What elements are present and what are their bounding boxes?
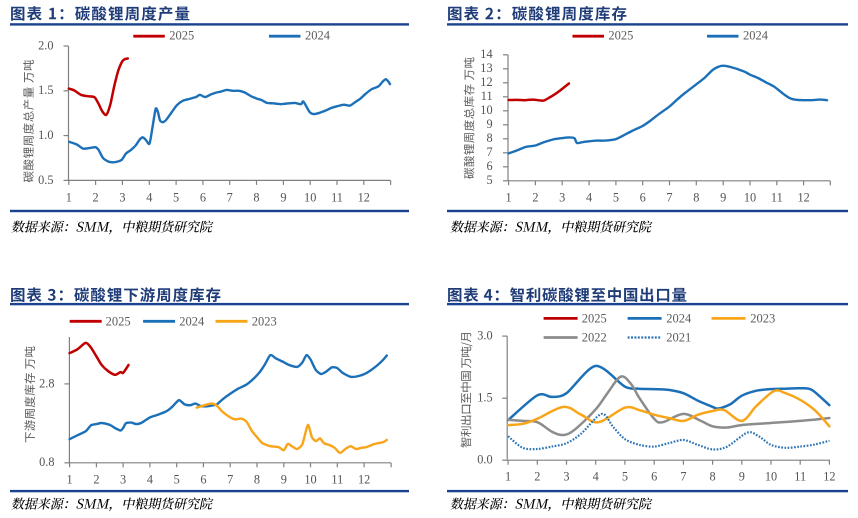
- svg-text:5: 5: [613, 190, 619, 204]
- svg-text:1: 1: [506, 190, 512, 204]
- svg-text:8: 8: [253, 190, 259, 204]
- svg-text:8: 8: [486, 131, 492, 145]
- svg-text:3: 3: [563, 469, 569, 483]
- svg-text:3.0: 3.0: [477, 329, 492, 343]
- svg-text:4: 4: [146, 190, 152, 204]
- svg-text:0.8: 0.8: [39, 455, 54, 469]
- svg-text:4: 4: [593, 469, 599, 483]
- svg-text:5: 5: [622, 469, 628, 483]
- svg-text:5: 5: [173, 190, 179, 204]
- svg-text:7: 7: [666, 190, 672, 204]
- svg-text:2024: 2024: [179, 314, 205, 328]
- svg-text:12: 12: [358, 472, 370, 486]
- svg-text:8: 8: [693, 190, 699, 204]
- svg-text:1: 1: [505, 469, 511, 483]
- svg-text:0.5: 0.5: [38, 173, 53, 187]
- svg-text:1: 1: [67, 472, 73, 486]
- svg-text:12: 12: [480, 75, 492, 89]
- svg-text:2025: 2025: [608, 29, 633, 43]
- svg-text:2: 2: [532, 190, 538, 204]
- svg-text:10: 10: [765, 469, 777, 483]
- svg-text:2024: 2024: [666, 312, 692, 326]
- svg-text:2: 2: [93, 472, 99, 486]
- svg-text:2024: 2024: [305, 29, 331, 43]
- svg-text:9: 9: [280, 190, 286, 204]
- svg-text:2025: 2025: [169, 29, 194, 43]
- svg-text:2025: 2025: [106, 314, 131, 328]
- svg-text:4: 4: [586, 190, 592, 204]
- svg-text:11: 11: [794, 469, 806, 483]
- svg-text:2024: 2024: [743, 29, 769, 43]
- svg-text:8: 8: [710, 469, 716, 483]
- svg-text:0.0: 0.0: [477, 453, 492, 467]
- svg-text:2.0: 2.0: [38, 38, 53, 52]
- svg-text:11: 11: [481, 89, 493, 103]
- svg-text:2: 2: [93, 190, 99, 204]
- svg-text:13: 13: [480, 61, 492, 75]
- svg-text:1: 1: [66, 190, 72, 204]
- svg-text:14: 14: [480, 47, 492, 61]
- svg-text:2022: 2022: [582, 331, 607, 345]
- svg-text:9: 9: [739, 469, 745, 483]
- svg-text:9: 9: [281, 472, 287, 486]
- svg-text:10: 10: [304, 190, 316, 204]
- svg-text:11: 11: [331, 190, 343, 204]
- svg-text:7: 7: [227, 472, 233, 486]
- svg-text:9: 9: [720, 190, 726, 204]
- svg-text:3: 3: [120, 472, 126, 486]
- svg-text:1.5: 1.5: [38, 83, 53, 97]
- svg-text:2023: 2023: [750, 312, 775, 326]
- svg-text:2.8: 2.8: [39, 376, 54, 390]
- svg-text:10: 10: [304, 472, 316, 486]
- svg-text:5: 5: [486, 173, 492, 187]
- svg-text:11: 11: [771, 190, 783, 204]
- svg-text:3: 3: [559, 190, 565, 204]
- svg-text:6: 6: [486, 159, 492, 173]
- svg-text:6: 6: [651, 469, 657, 483]
- svg-text:6: 6: [200, 190, 206, 204]
- svg-text:7: 7: [227, 190, 233, 204]
- svg-text:2: 2: [534, 469, 540, 483]
- svg-text:2023: 2023: [252, 314, 277, 328]
- svg-text:7: 7: [680, 469, 686, 483]
- svg-text:8: 8: [254, 472, 260, 486]
- svg-text:7: 7: [486, 145, 492, 159]
- svg-text:3: 3: [119, 190, 125, 204]
- svg-text:11: 11: [331, 472, 343, 486]
- svg-text:6: 6: [640, 190, 646, 204]
- svg-text:9: 9: [486, 117, 492, 131]
- svg-text:2021: 2021: [666, 331, 691, 345]
- svg-text:1.5: 1.5: [477, 391, 492, 405]
- svg-text:5: 5: [174, 472, 180, 486]
- svg-text:10: 10: [744, 190, 756, 204]
- svg-text:4: 4: [147, 472, 153, 486]
- svg-text:6: 6: [200, 472, 206, 486]
- svg-text:2025: 2025: [582, 312, 607, 326]
- svg-text:12: 12: [797, 190, 809, 204]
- svg-text:12: 12: [823, 469, 835, 483]
- svg-text:10: 10: [480, 103, 492, 117]
- svg-text:1.0: 1.0: [38, 128, 53, 142]
- svg-text:12: 12: [358, 190, 370, 204]
